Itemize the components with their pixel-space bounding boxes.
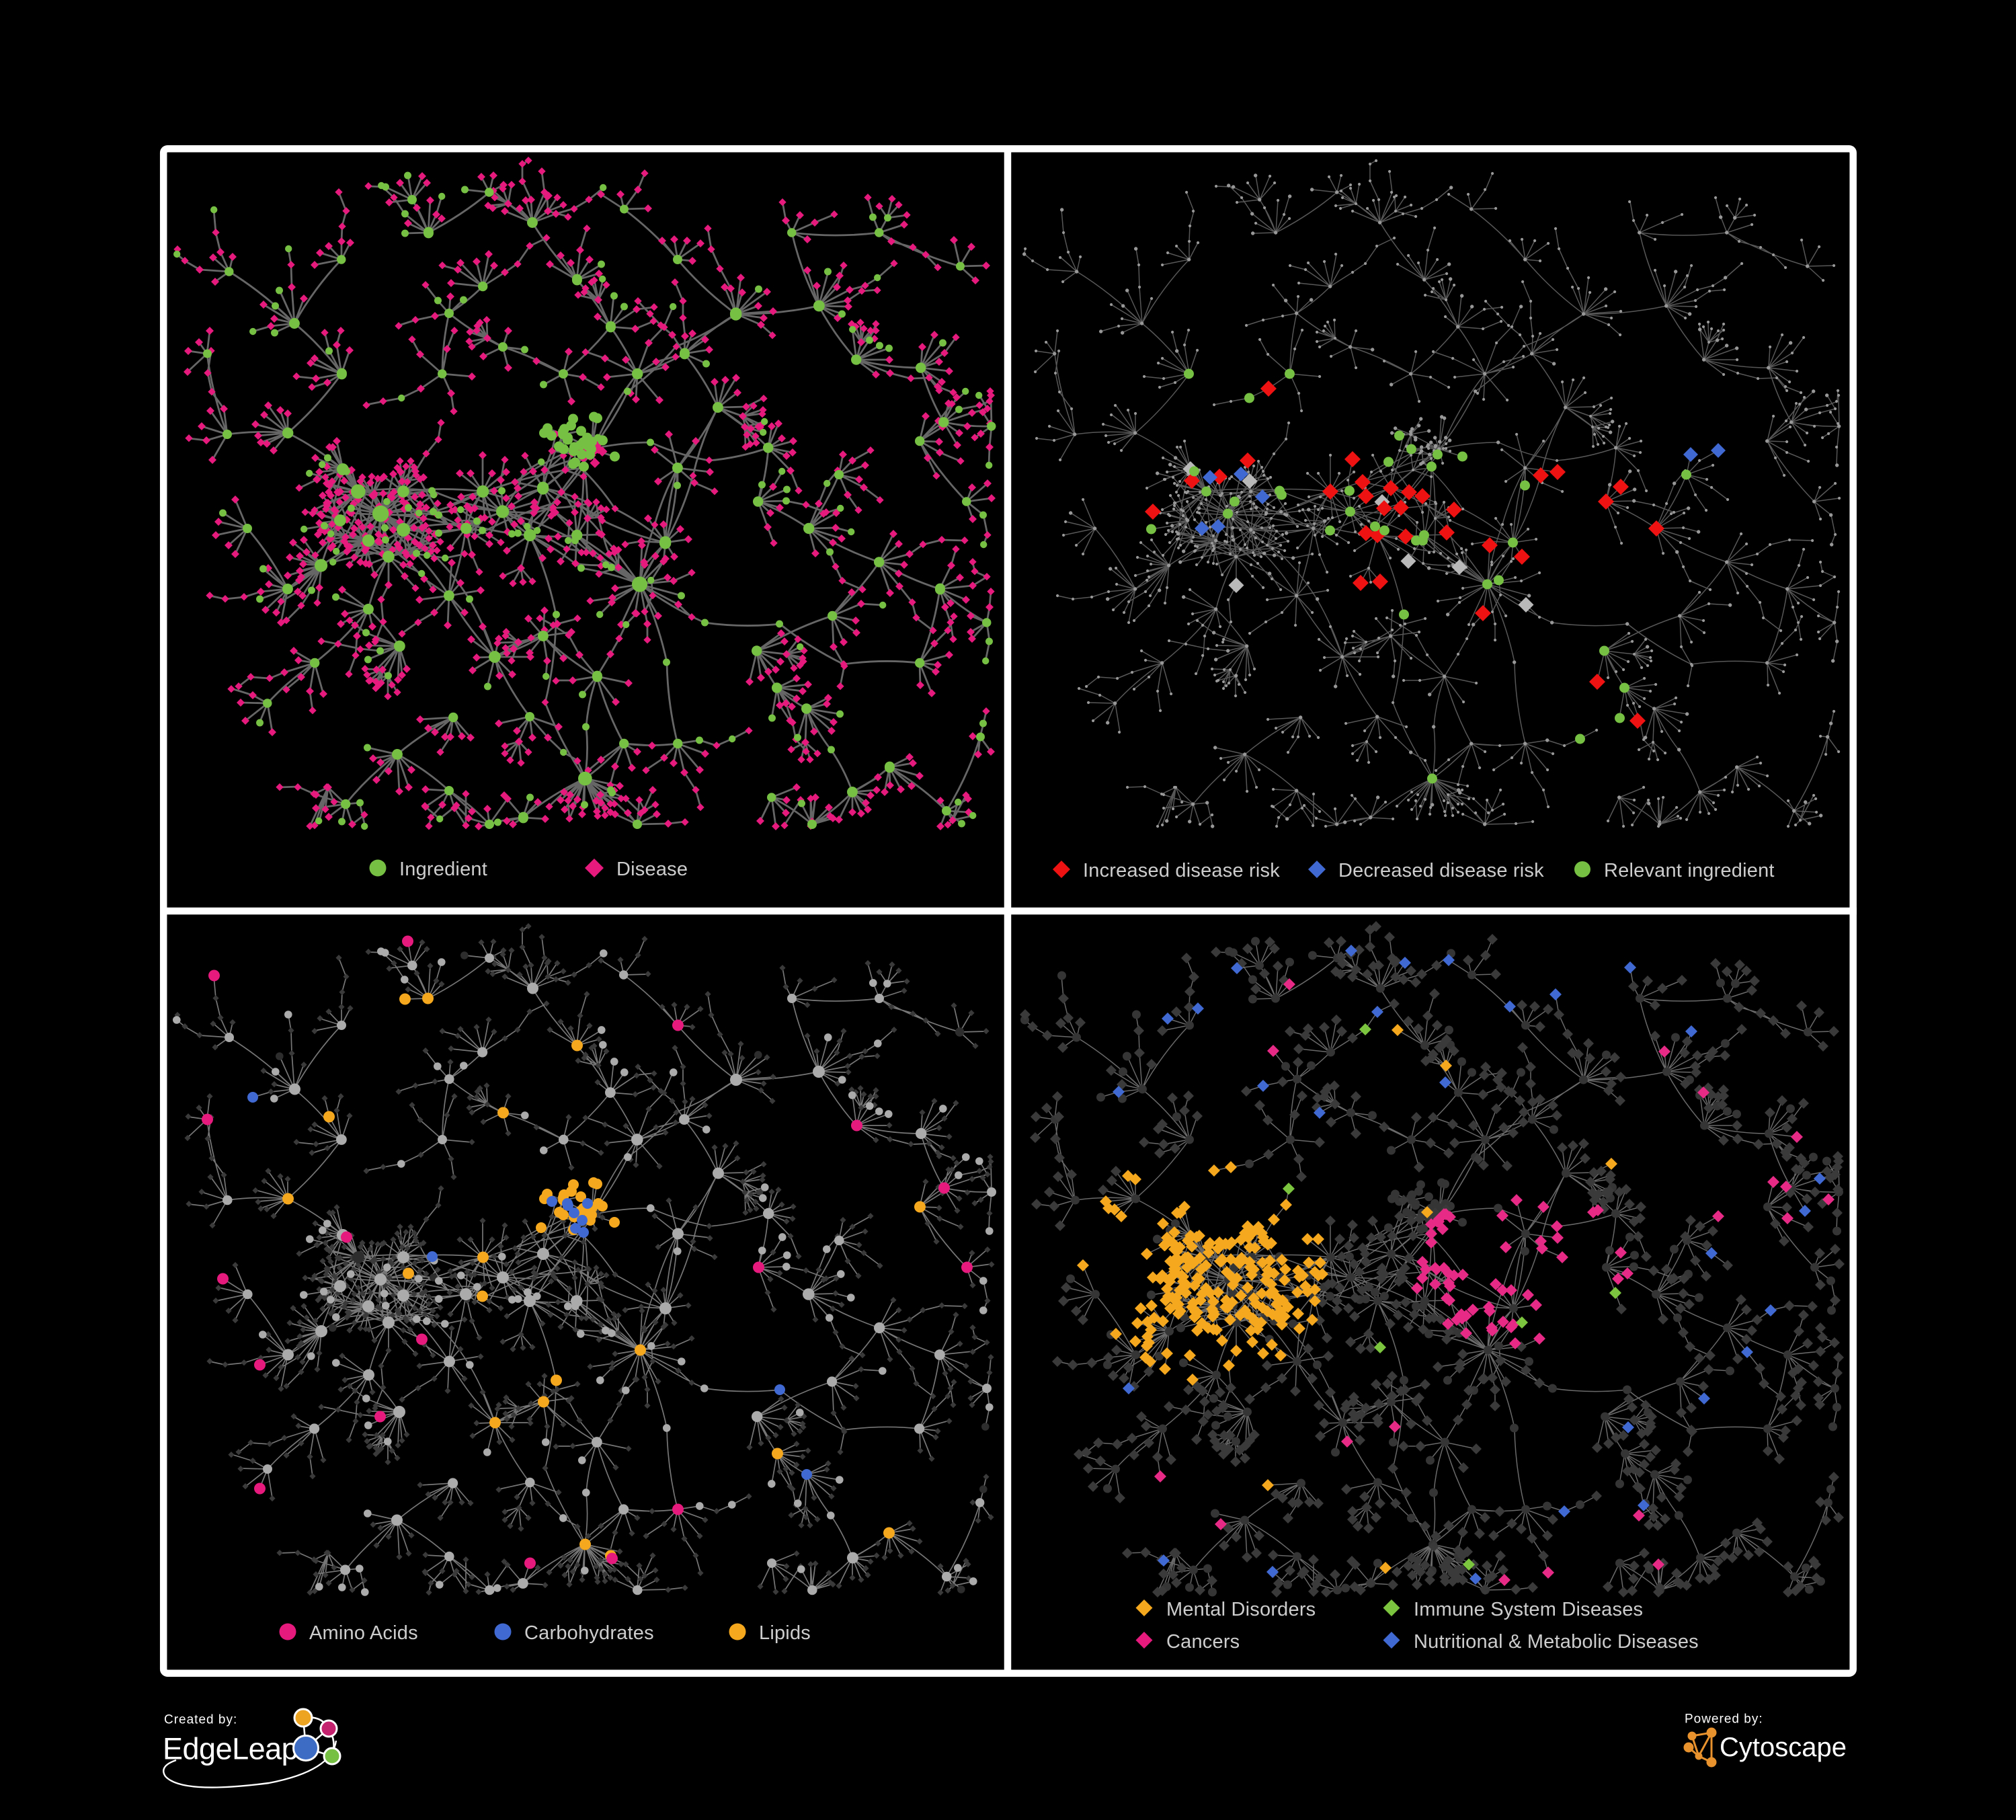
svg-text:Cytoscape: Cytoscape — [1720, 1733, 1847, 1762]
svg-text:Immune System Diseases: Immune System Diseases — [1414, 1599, 1643, 1620]
svg-text:EdgeLeap: EdgeLeap — [163, 1732, 298, 1766]
svg-text:Created by:: Created by: — [164, 1713, 237, 1727]
svg-text:Cancers: Cancers — [1166, 1631, 1240, 1653]
svg-text:Powered by:: Powered by: — [1685, 1712, 1763, 1727]
svg-text:Mental Disorders: Mental Disorders — [1166, 1599, 1316, 1620]
svg-text:Increased disease risk: Increased disease risk — [1083, 860, 1280, 881]
svg-text:Decreased disease risk: Decreased disease risk — [1338, 860, 1544, 881]
svg-text:Amino Acids: Amino Acids — [309, 1622, 418, 1644]
svg-text:Carbohydrates: Carbohydrates — [524, 1622, 654, 1644]
svg-text:Disease: Disease — [616, 859, 688, 880]
svg-text:Relevant ingredient: Relevant ingredient — [1604, 860, 1775, 881]
svg-text:Ingredient: Ingredient — [399, 859, 487, 880]
svg-text:Nutritional & Metabolic Diseas: Nutritional & Metabolic Diseases — [1414, 1631, 1699, 1653]
svg-text:Lipids: Lipids — [759, 1622, 811, 1644]
